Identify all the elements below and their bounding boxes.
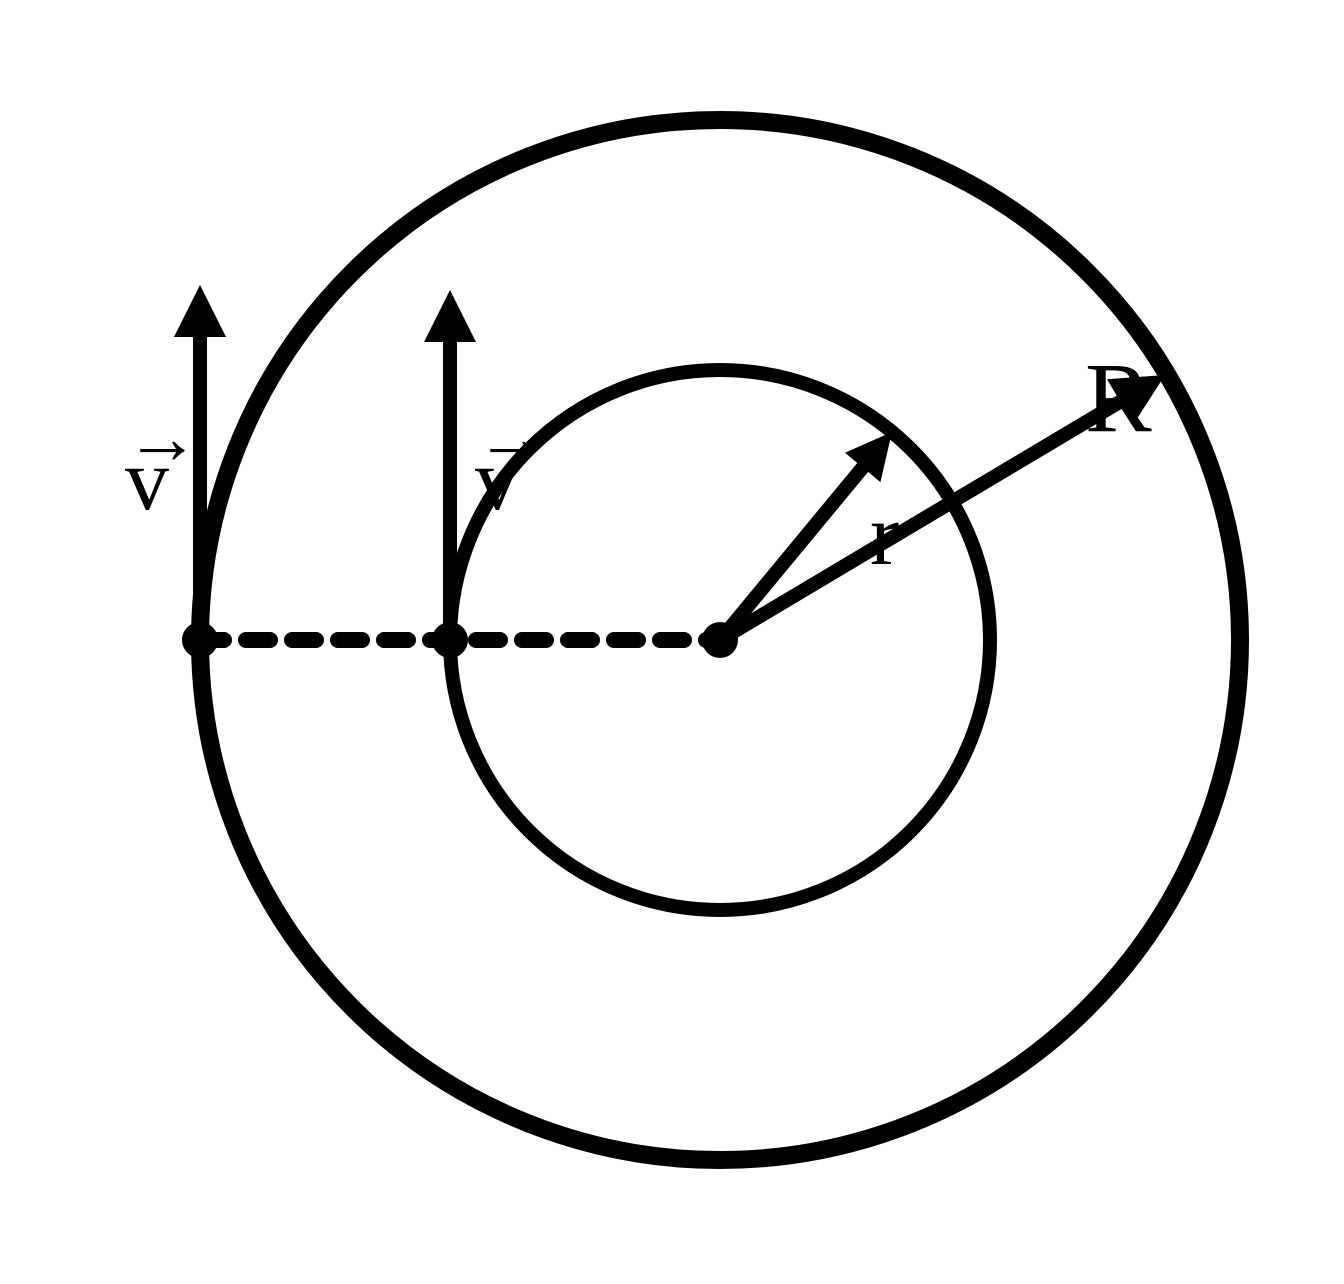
label-v-outer-arrow: →	[125, 396, 200, 482]
label-r-small-text: r	[870, 487, 899, 584]
label-r-small: r	[870, 485, 899, 586]
label-R-big: R	[1085, 340, 1152, 455]
label-v-outer: → v	[125, 430, 169, 531]
label-v-inner-arrow: →	[475, 396, 550, 482]
label-v-inner: → v	[475, 430, 519, 531]
label-R-big-text: R	[1085, 342, 1152, 453]
physics-diagram-svg	[0, 0, 1344, 1284]
